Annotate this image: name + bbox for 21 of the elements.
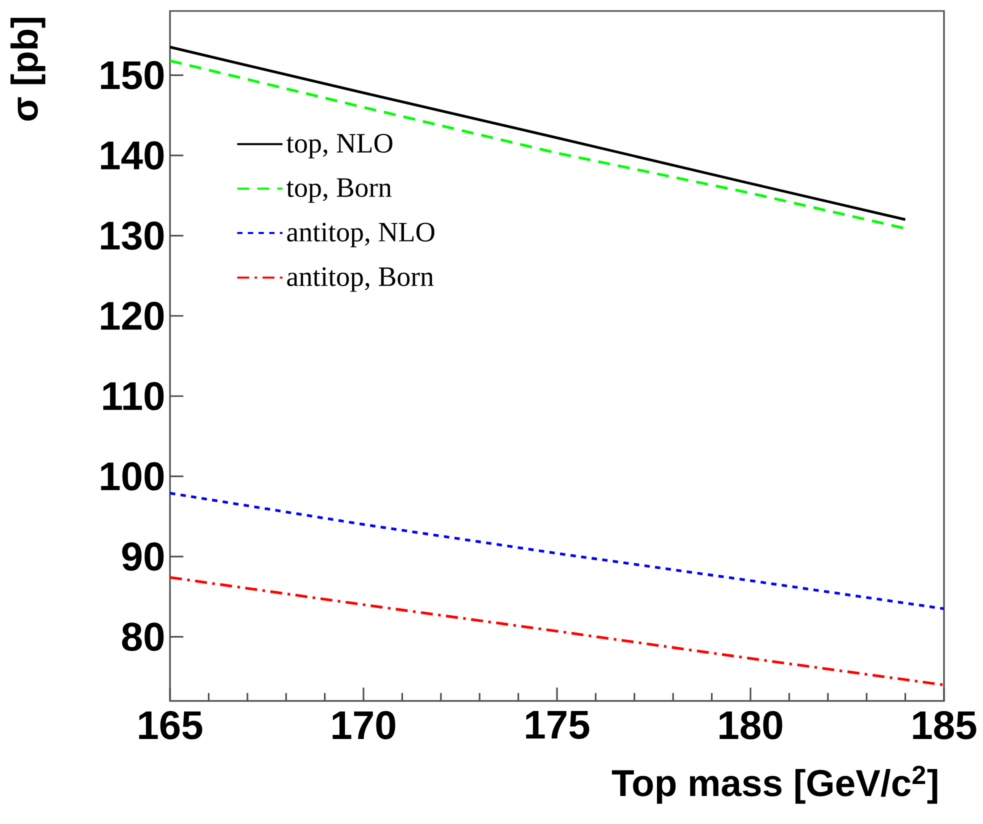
x-tick-label: 185 [913,711,976,740]
y-tick-label: 90 [122,542,164,571]
y-tick-label: 120 [101,302,164,330]
x-tick-label: 165 [139,711,202,740]
legend-label: top, NLO [286,134,392,158]
x-tick-label: 170 [332,711,396,740]
y-tick-label: 110 [103,382,164,410]
line-series [170,576,944,686]
line-series [170,492,944,610]
y-tick-label: 130 [101,221,164,250]
legend-label: antitop, NLO [287,222,434,248]
y-tick-label: 100 [101,462,164,491]
x-axis-title: Top mass [GeV/c$^{2}$] [612,766,938,804]
y-axis-title: σ [pb] [10,18,46,121]
legend-label: antitop, Born [287,267,434,292]
legend-label: top, Born [286,178,392,203]
y-tick-label: 140 [101,141,164,170]
y-tick-label: 80 [122,622,164,651]
x-tick-label: 175 [526,711,590,739]
x-tick-label: 180 [720,711,782,740]
y-tick-label: 150 [101,61,164,90]
